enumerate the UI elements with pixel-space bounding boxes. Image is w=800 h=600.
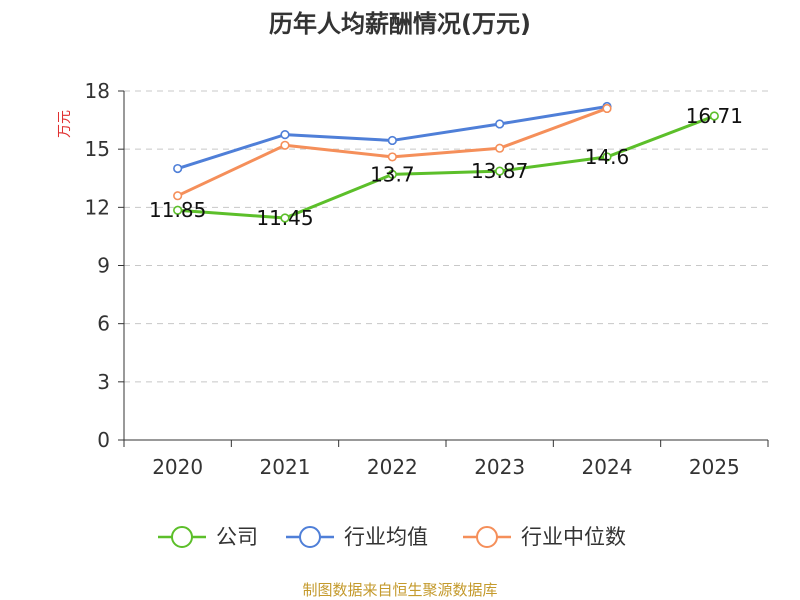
source-note: 制图数据来自恒生聚源数据库 xyxy=(302,581,497,599)
data-point xyxy=(173,205,183,215)
x-tick-label: 2020 xyxy=(152,455,203,479)
data-point xyxy=(602,103,612,114)
data-point xyxy=(495,119,505,129)
x-tick-label: 2021 xyxy=(260,455,311,479)
series xyxy=(173,101,719,223)
data-label: 13.7 xyxy=(370,162,415,186)
y-axis-label: 万元 xyxy=(57,110,73,138)
chart-title: 历年人均薪酬情况(万元) xyxy=(269,10,531,38)
data-label: 14.6 xyxy=(585,145,630,169)
data-label: 11.85 xyxy=(149,198,206,222)
y-tick-label: 3 xyxy=(97,370,110,394)
data-point xyxy=(173,163,183,174)
legend-item[interactable]: 公司 xyxy=(158,525,258,549)
data-point xyxy=(709,111,719,121)
data-point xyxy=(387,135,397,146)
data-point xyxy=(280,140,290,150)
data-point xyxy=(495,143,505,153)
y-tick-label: 12 xyxy=(85,195,110,219)
legend-item[interactable]: 行业均值 xyxy=(286,525,428,549)
legend-item[interactable]: 行业中位数 xyxy=(463,525,626,549)
gridlines xyxy=(124,90,768,383)
data-label: 11.45 xyxy=(256,206,313,230)
data-label: 13.87 xyxy=(471,159,528,183)
data-label: 16.71 xyxy=(686,104,743,128)
data-labels: 11.85 11.45 13.7 13.87 14.6 16.71 xyxy=(149,104,743,230)
series-line xyxy=(177,114,715,220)
x-tick-label: 2023 xyxy=(474,455,525,479)
x-tick-label: 2025 xyxy=(689,455,740,479)
y-tick-label: 18 xyxy=(85,79,110,103)
y-tick-label: 0 xyxy=(97,428,110,452)
data-point xyxy=(387,169,397,179)
x-tick-label: 2022 xyxy=(367,455,418,479)
legend-marker-icon xyxy=(299,526,321,548)
legend-label: 公司 xyxy=(216,525,258,549)
legend-label: 行业均值 xyxy=(344,525,428,549)
data-point xyxy=(173,191,183,201)
data-point xyxy=(602,152,612,162)
legend-label: 行业中位数 xyxy=(521,525,626,549)
legend[interactable]: 公司 行业均值 行业中位数 xyxy=(158,525,626,549)
data-point xyxy=(495,166,505,176)
axes: 0 3 6 9 12 15 18 2020 2021 2022 2023 2024 2025 xyxy=(85,79,769,479)
legend-marker-icon xyxy=(171,526,193,548)
data-point xyxy=(280,130,290,140)
data-point xyxy=(387,152,397,162)
y-tick-label: 6 xyxy=(97,312,110,336)
x-tick-label: 2024 xyxy=(582,455,633,479)
data-point xyxy=(280,213,290,223)
legend-marker-icon xyxy=(476,526,498,548)
y-tick-label: 15 xyxy=(85,137,110,161)
y-tick-label: 9 xyxy=(97,254,110,278)
